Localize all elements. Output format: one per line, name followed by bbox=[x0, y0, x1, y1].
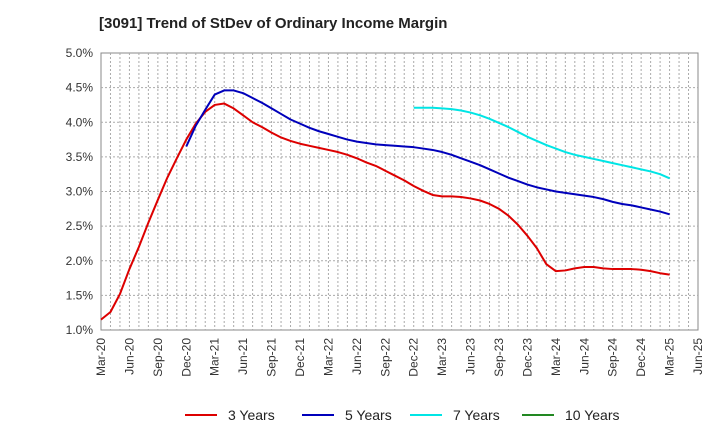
series-line bbox=[185, 89, 670, 216]
legend-label: 10 Years bbox=[565, 407, 620, 423]
series-lines bbox=[100, 89, 670, 321]
y-tick-label: 3.0% bbox=[66, 185, 94, 199]
x-tick-label: Jun-22 bbox=[350, 338, 364, 375]
legend-item: 5 Years bbox=[302, 404, 392, 426]
x-tick-label: Jun-20 bbox=[122, 338, 136, 375]
x-tick-label: Mar-22 bbox=[321, 338, 335, 376]
x-tick-label: Mar-24 bbox=[549, 338, 563, 376]
legend-item: 10 Years bbox=[522, 404, 620, 426]
x-tick-label: Dec-24 bbox=[634, 338, 648, 377]
chart-title: [3091] Trend of StDev of Ordinary Income… bbox=[99, 15, 448, 32]
x-tick-label: Jun-21 bbox=[236, 338, 250, 375]
legend-label: 7 Years bbox=[453, 407, 500, 423]
y-tick-label: 1.5% bbox=[66, 288, 94, 302]
chart-svg: 1.0% 1.5% 2.0% 2.5% 3.0% 3.5% 4.0% 4.5% 5.0% Mar… bbox=[66, 46, 705, 377]
y-axis: 1.0% 1.5% 2.0% 2.5% 3.0% 3.5% 4.0% 4.5% 5.0% bbox=[66, 46, 94, 337]
y-tick-label: 4.0% bbox=[66, 115, 94, 129]
x-axis: Mar-20 Jun-20 Sep-20 Dec-20 Mar-21 Jun-21 Sep-… bbox=[94, 338, 705, 377]
legend: 3 Years 5 Years 7 Years 10 Years bbox=[0, 404, 720, 426]
x-tick-label: Mar-25 bbox=[663, 338, 677, 376]
x-tick-label: Jun-23 bbox=[464, 338, 478, 375]
legend-item: 3 Years bbox=[185, 404, 275, 426]
y-tick-label: 4.5% bbox=[66, 81, 94, 95]
y-tick-label: 3.5% bbox=[66, 150, 94, 164]
x-tick-label: Jun-25 bbox=[691, 338, 705, 375]
x-tick-label: Sep-22 bbox=[378, 338, 392, 377]
y-tick-label: 1.0% bbox=[66, 323, 94, 337]
legend-label: 3 Years bbox=[228, 407, 275, 423]
grid bbox=[101, 53, 698, 330]
y-tick-label: 2.5% bbox=[66, 219, 94, 233]
legend-swatch bbox=[522, 414, 554, 416]
y-tick-label: 5.0% bbox=[66, 46, 94, 60]
x-tick-label: Mar-21 bbox=[208, 338, 222, 376]
legend-swatch bbox=[302, 414, 334, 416]
y-tick-label: 2.0% bbox=[66, 254, 94, 268]
x-tick-label: Sep-21 bbox=[265, 338, 279, 377]
x-tick-label: Sep-23 bbox=[492, 338, 506, 377]
legend-label: 5 Years bbox=[345, 407, 392, 423]
x-tick-label: Dec-23 bbox=[520, 338, 534, 377]
x-tick-label: Dec-21 bbox=[293, 338, 307, 377]
x-tick-label: Sep-20 bbox=[151, 338, 165, 377]
x-tick-label: Dec-20 bbox=[179, 338, 193, 377]
x-tick-label: Mar-20 bbox=[94, 338, 108, 376]
legend-item: 7 Years bbox=[410, 404, 500, 426]
series-line bbox=[100, 102, 670, 321]
x-tick-label: Jun-24 bbox=[577, 338, 591, 375]
legend-swatch bbox=[185, 414, 217, 416]
x-tick-label: Sep-24 bbox=[606, 338, 620, 377]
x-tick-label: Mar-23 bbox=[435, 338, 449, 376]
series-line bbox=[413, 106, 670, 180]
legend-swatch bbox=[410, 414, 442, 416]
x-tick-label: Dec-22 bbox=[407, 338, 421, 377]
